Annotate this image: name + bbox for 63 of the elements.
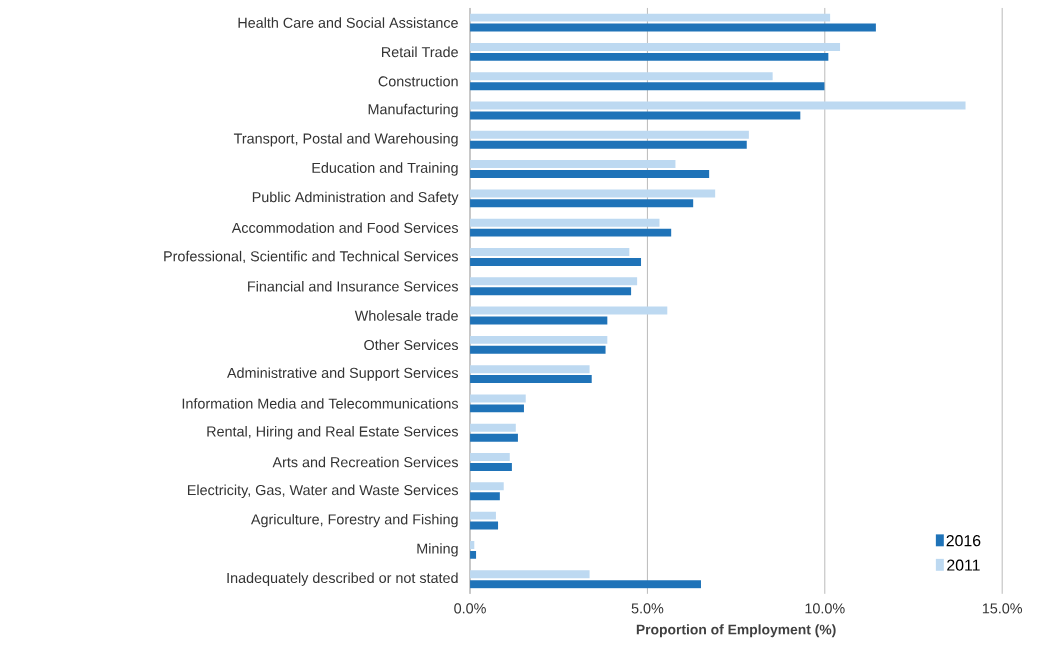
bar (470, 13, 831, 22)
bar (470, 228, 672, 237)
legend-label: 2011 (947, 559, 980, 571)
bar (470, 394, 526, 403)
legend-label: 2016 (946, 534, 981, 547)
bar (470, 404, 524, 413)
bar (470, 345, 606, 354)
bar (470, 247, 630, 256)
bar (470, 570, 590, 578)
y-tick-label: Other Services (364, 339, 459, 350)
bar (470, 306, 668, 315)
bar (470, 130, 749, 139)
bar (470, 218, 660, 227)
bar (470, 482, 504, 491)
y-tick-label: Public Administration and Safety (252, 191, 459, 205)
bar (470, 140, 747, 149)
bar (470, 287, 632, 295)
y-tick-label: Rental, Hiring and Real Estate Services (207, 425, 459, 440)
bar (470, 42, 841, 51)
bar (470, 52, 829, 61)
y-tick-label: Information Media and Telecommunications (182, 397, 459, 409)
y-tick-label: Health Care and Social Assistance (238, 17, 458, 28)
y-tick-label: Arts and Recreation Services (272, 456, 459, 468)
x-tick-label: 5.0% (631, 603, 664, 614)
bar (470, 374, 592, 383)
y-tick-label: Financial and Insurance Services (248, 280, 459, 292)
bar (470, 511, 496, 520)
bar (470, 433, 518, 442)
bar (470, 199, 694, 208)
bar (470, 521, 499, 530)
x-axis-title: Proportion of Employment (%) (636, 624, 836, 637)
bar (470, 462, 512, 471)
bar (470, 364, 590, 373)
x-tick-label: 10.0% (805, 603, 845, 614)
bar (470, 169, 710, 178)
bar (470, 423, 516, 432)
y-tick-label: Administrative and Support Services (226, 367, 459, 381)
y-tick-label: Mining (417, 542, 458, 557)
bar (470, 23, 876, 32)
x-tick-label: 0.0% (454, 603, 486, 614)
y-tick-label: Accommodation and Food Services (231, 222, 459, 233)
bar (470, 72, 773, 80)
bar (470, 189, 716, 198)
y-tick-label: Manufacturing (368, 103, 458, 117)
y-tick-label: Professional, Scientific and Technical Services (164, 250, 458, 263)
y-tick-label: Education and Training (312, 162, 458, 176)
y-tick-label: Inadequately described or not stated (227, 572, 458, 586)
bar (470, 452, 510, 461)
bar (470, 81, 825, 90)
x-tick-label: 15.0% (982, 603, 1023, 614)
bar (470, 579, 701, 588)
y-tick-label: Electricity, Gas, Water and Waste Services (188, 484, 459, 498)
y-tick-label: Wholesale trade (354, 310, 458, 321)
y-tick-label: Construction (378, 75, 458, 87)
bar (470, 159, 676, 168)
bar (470, 492, 500, 501)
y-tick-label: Transport, Postal and Warehousing (233, 132, 458, 147)
bar (470, 111, 801, 120)
bar (470, 335, 608, 344)
bar (470, 277, 638, 286)
bar (470, 257, 642, 266)
y-tick-label: Agriculture, Forestry and Fishing (250, 513, 458, 528)
y-tick-label: Retail Trade (382, 46, 458, 57)
